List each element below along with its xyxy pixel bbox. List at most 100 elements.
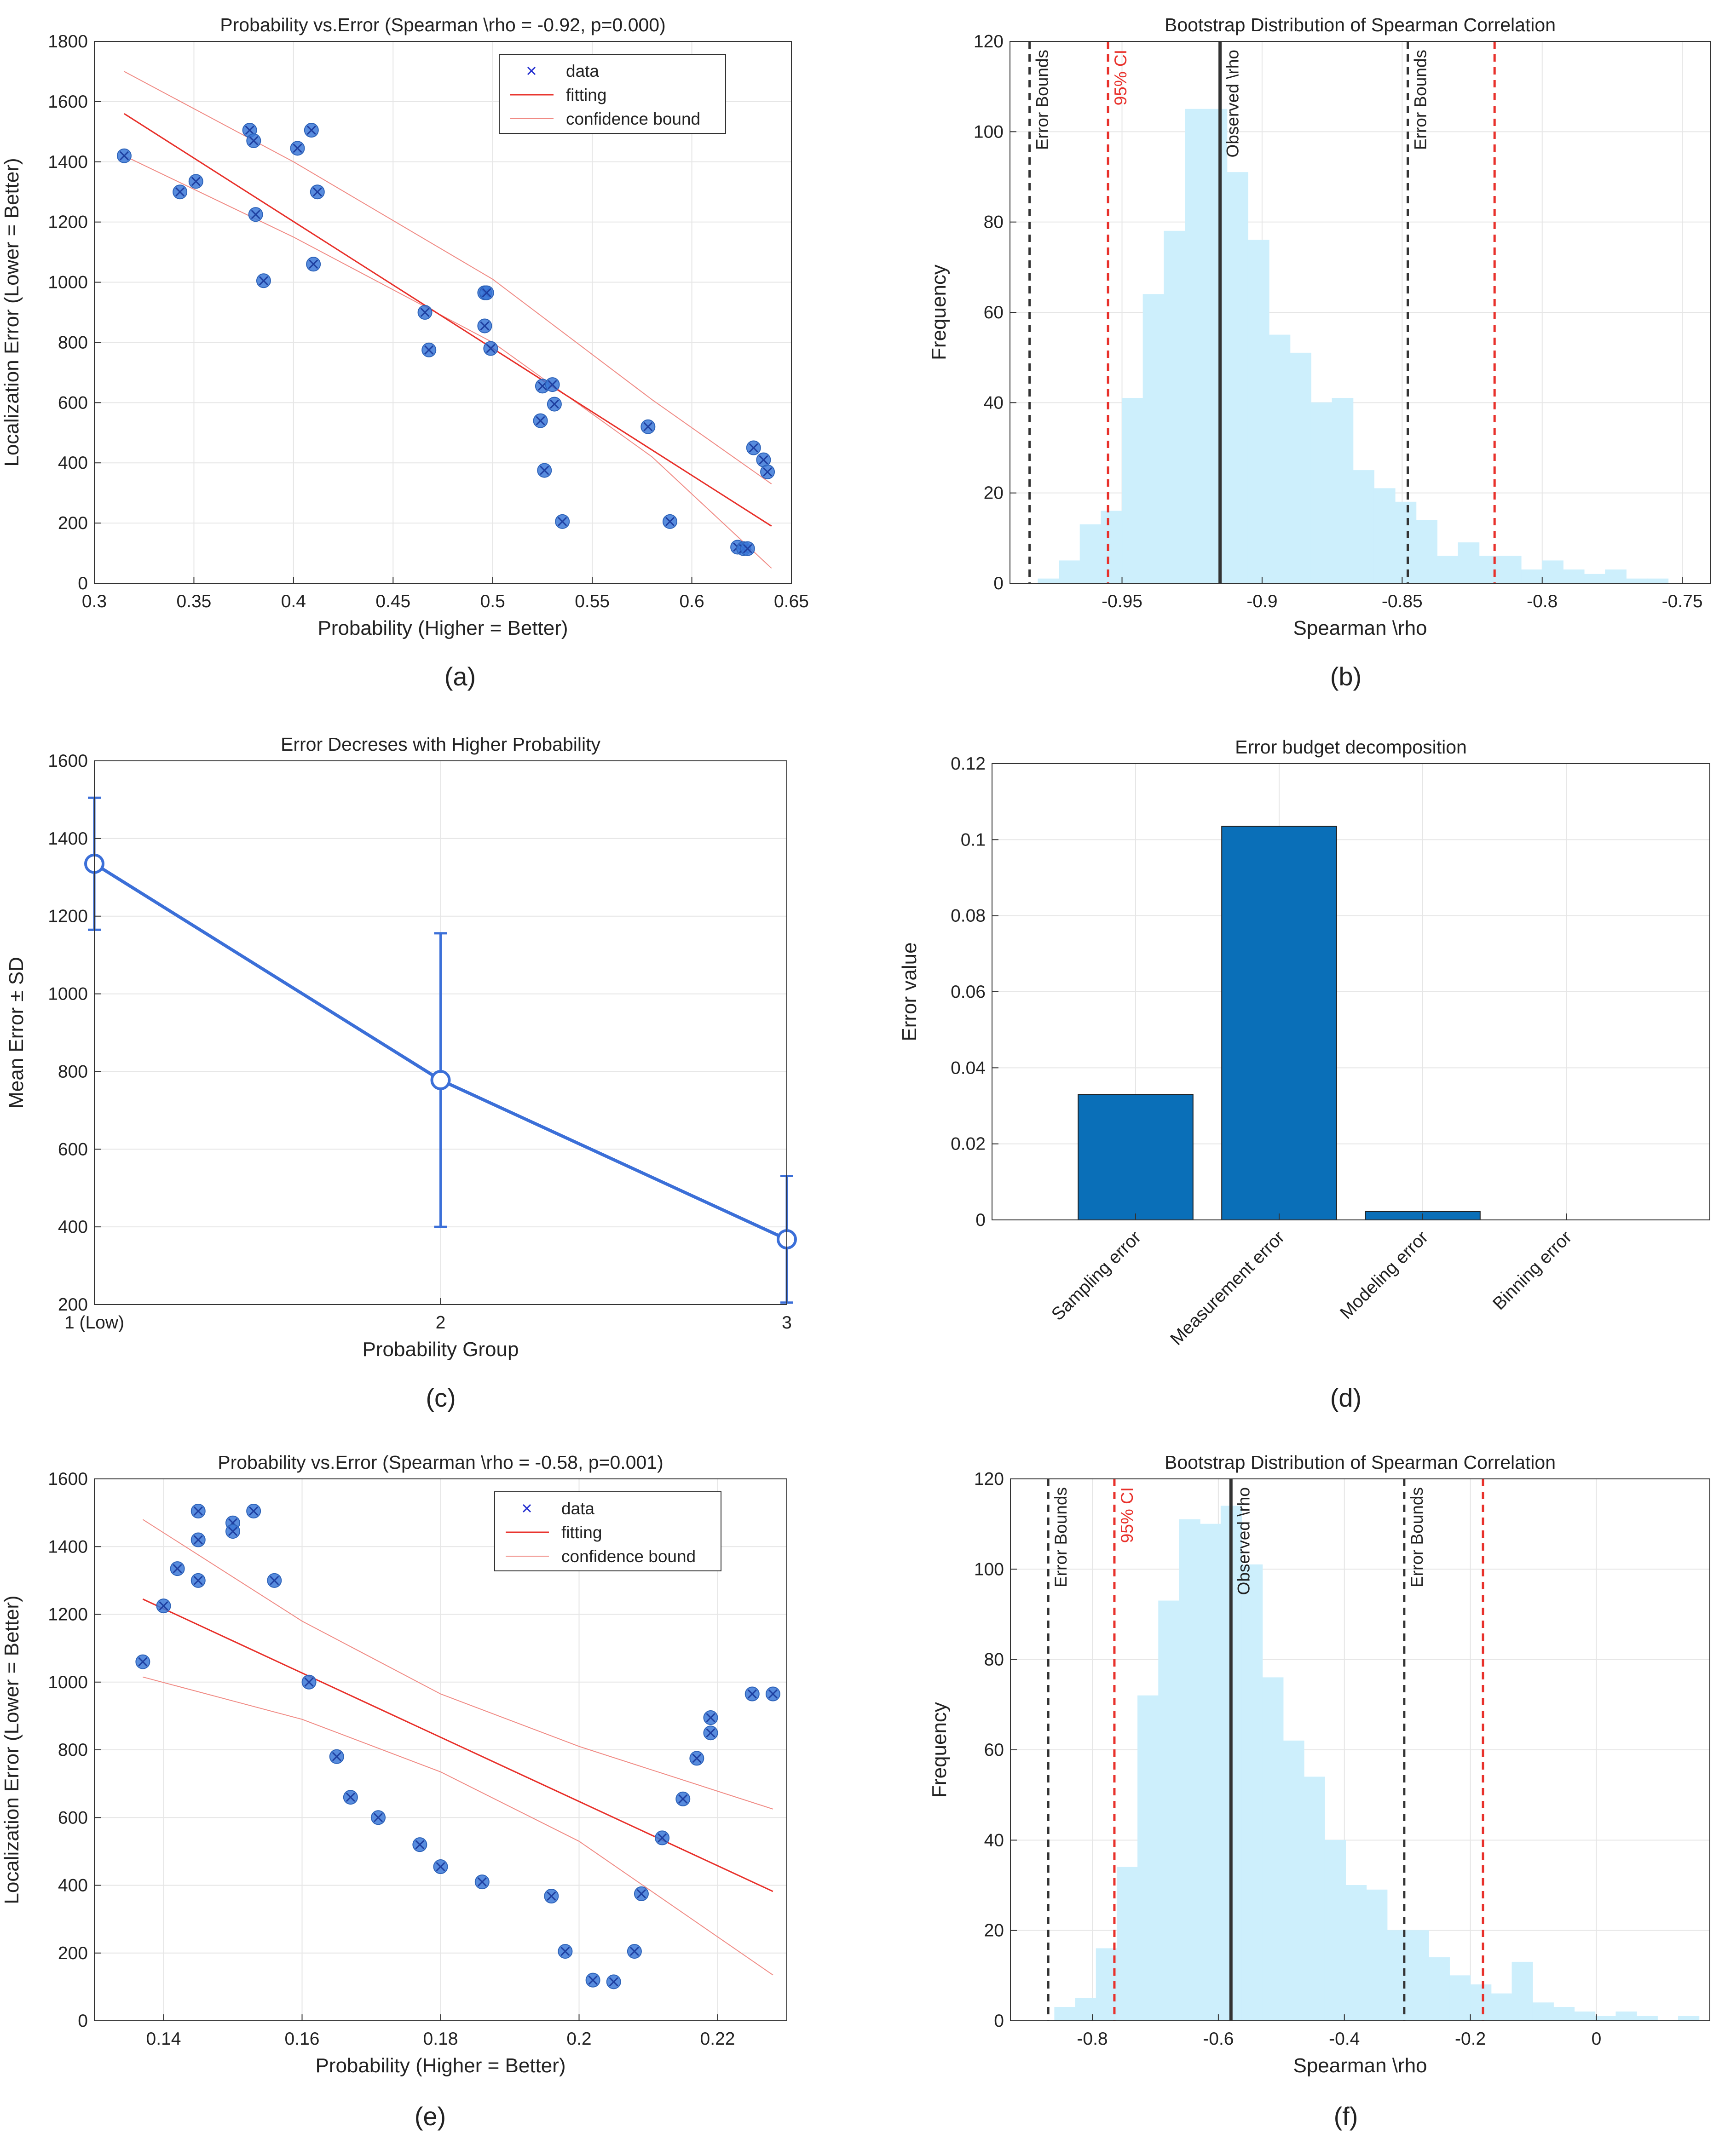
data-point (662, 514, 677, 529)
data-point (675, 1791, 691, 1806)
x-tick-label: -0.6 (1203, 2029, 1234, 2049)
legend-data-marker (527, 66, 536, 75)
data-point (301, 1674, 317, 1690)
histogram-bar (1615, 2011, 1637, 2021)
bar (1221, 826, 1337, 1220)
data-point (116, 148, 132, 163)
data-point (188, 174, 203, 189)
histogram-bar (1437, 556, 1459, 584)
data-point (170, 1561, 185, 1576)
data-point-cross (558, 517, 567, 526)
x-tick-label: 0.22 (700, 2029, 735, 2049)
data-point-cross (636, 1889, 646, 1898)
y-tick-label: 40 (984, 393, 1004, 413)
chart-f: Error Bounds 95% CI Observed \rho Error Bou… (928, 1452, 1710, 2131)
data-point-cross (251, 210, 260, 219)
confidence-bound-upper (142, 1519, 773, 1810)
legend-item-label: data (561, 1499, 594, 1518)
data-point (290, 141, 305, 156)
x-tick-label: -0.8 (1077, 2029, 1108, 2049)
data-point (558, 1944, 573, 1959)
histogram-bar (1200, 1524, 1221, 2021)
chart-title: Bootstrap Distribution of Spearman Corre… (1165, 1452, 1556, 1473)
y-tick-label: 20 (984, 483, 1004, 503)
y-axis-label: Localization Error (Lower = Better) (0, 1595, 23, 1904)
data-point (606, 1974, 621, 1989)
data-point-cross (486, 344, 496, 353)
data-point-cross (173, 1564, 182, 1574)
data-point-cross (304, 1677, 314, 1687)
x-tick-label: 0.6 (679, 592, 704, 611)
data-point (433, 1859, 448, 1874)
y-tick-label: 1000 (48, 984, 88, 1004)
x-tick-label: -0.8 (1527, 592, 1558, 611)
histogram-bar (1290, 352, 1311, 584)
chart-title: Probability vs.Error (Spearman \rho = -0… (220, 14, 666, 35)
data-point (190, 1573, 206, 1588)
legend-box (499, 54, 726, 134)
y-tick-label: 1400 (48, 829, 88, 849)
y-tick-label: 120 (974, 32, 1004, 52)
vline-label: Error Bounds (1051, 1487, 1070, 1587)
y-tick-label: 400 (58, 1876, 88, 1896)
y-axis-label: Localization Error (Lower = Better) (0, 158, 23, 466)
y-tick-label: 600 (58, 1139, 88, 1159)
data-point-cross (245, 126, 254, 135)
data-point-cross (415, 1840, 425, 1850)
histogram-bar (1574, 2011, 1596, 2021)
y-tick-label: 600 (58, 393, 88, 413)
y-tick-label: 20 (984, 1921, 1004, 1941)
legend-item-label: confidence bound (566, 109, 700, 128)
histogram-bar (1158, 1600, 1180, 2021)
histogram-bar (1542, 560, 1563, 584)
y-tick-label: 1600 (48, 92, 88, 112)
data-point (421, 342, 437, 357)
x-tick-label: -0.75 (1662, 592, 1703, 611)
y-tick-label: 80 (984, 1650, 1004, 1670)
data-point (246, 1503, 261, 1518)
x-tick-label: -0.95 (1102, 592, 1142, 611)
data-point-cross (588, 1975, 598, 1985)
histogram-bar (1038, 578, 1060, 584)
y-tick-label: 1400 (48, 152, 88, 172)
y-axis-label: Error value (898, 942, 921, 1041)
data-point-cross (332, 1752, 341, 1761)
data-point-cross (629, 1947, 639, 1956)
data-point (304, 123, 319, 138)
data-point (547, 397, 562, 412)
data-point (545, 377, 560, 392)
panel-label: (c) (426, 1383, 456, 1412)
y-tick-label: 1600 (48, 1469, 88, 1489)
data-point-cross (548, 380, 557, 390)
data-point-cross (309, 259, 318, 269)
data-point (306, 257, 321, 272)
histogram-bar (1324, 1840, 1346, 2021)
data-point-cross (743, 544, 752, 553)
data-point (246, 133, 261, 148)
data-point-cross (692, 1754, 702, 1763)
x-axis-label: Probability Group (363, 1338, 519, 1361)
y-axis-label: Frequency (928, 264, 950, 360)
y-tick-label: 0.04 (951, 1058, 986, 1078)
data-point-cross (749, 443, 758, 453)
histogram-bar (1553, 2007, 1575, 2021)
chart-b: Error Bounds 95% CI Observed \rho Error Bou… (928, 14, 1711, 691)
data-point-cross (270, 1575, 279, 1585)
histogram-bar (1428, 1957, 1450, 2021)
y-tick-label: 800 (58, 1062, 88, 1081)
axes-box (94, 41, 792, 584)
y-tick-label: 1600 (48, 751, 88, 771)
legend-data-marker (522, 1504, 531, 1513)
y-tick-label: 1200 (48, 1605, 88, 1625)
panel-label: (f) (1334, 2102, 1358, 2131)
data-point (533, 413, 548, 428)
y-tick-label: 40 (984, 1830, 1004, 1850)
data-point-cross (259, 276, 268, 286)
histogram-bar (1345, 1885, 1367, 2021)
y-tick-label: 100 (974, 122, 1004, 142)
histogram-bar (1054, 2007, 1076, 2021)
data-point (225, 1524, 240, 1539)
data-point (483, 341, 498, 356)
y-tick-label: 0 (78, 574, 88, 593)
